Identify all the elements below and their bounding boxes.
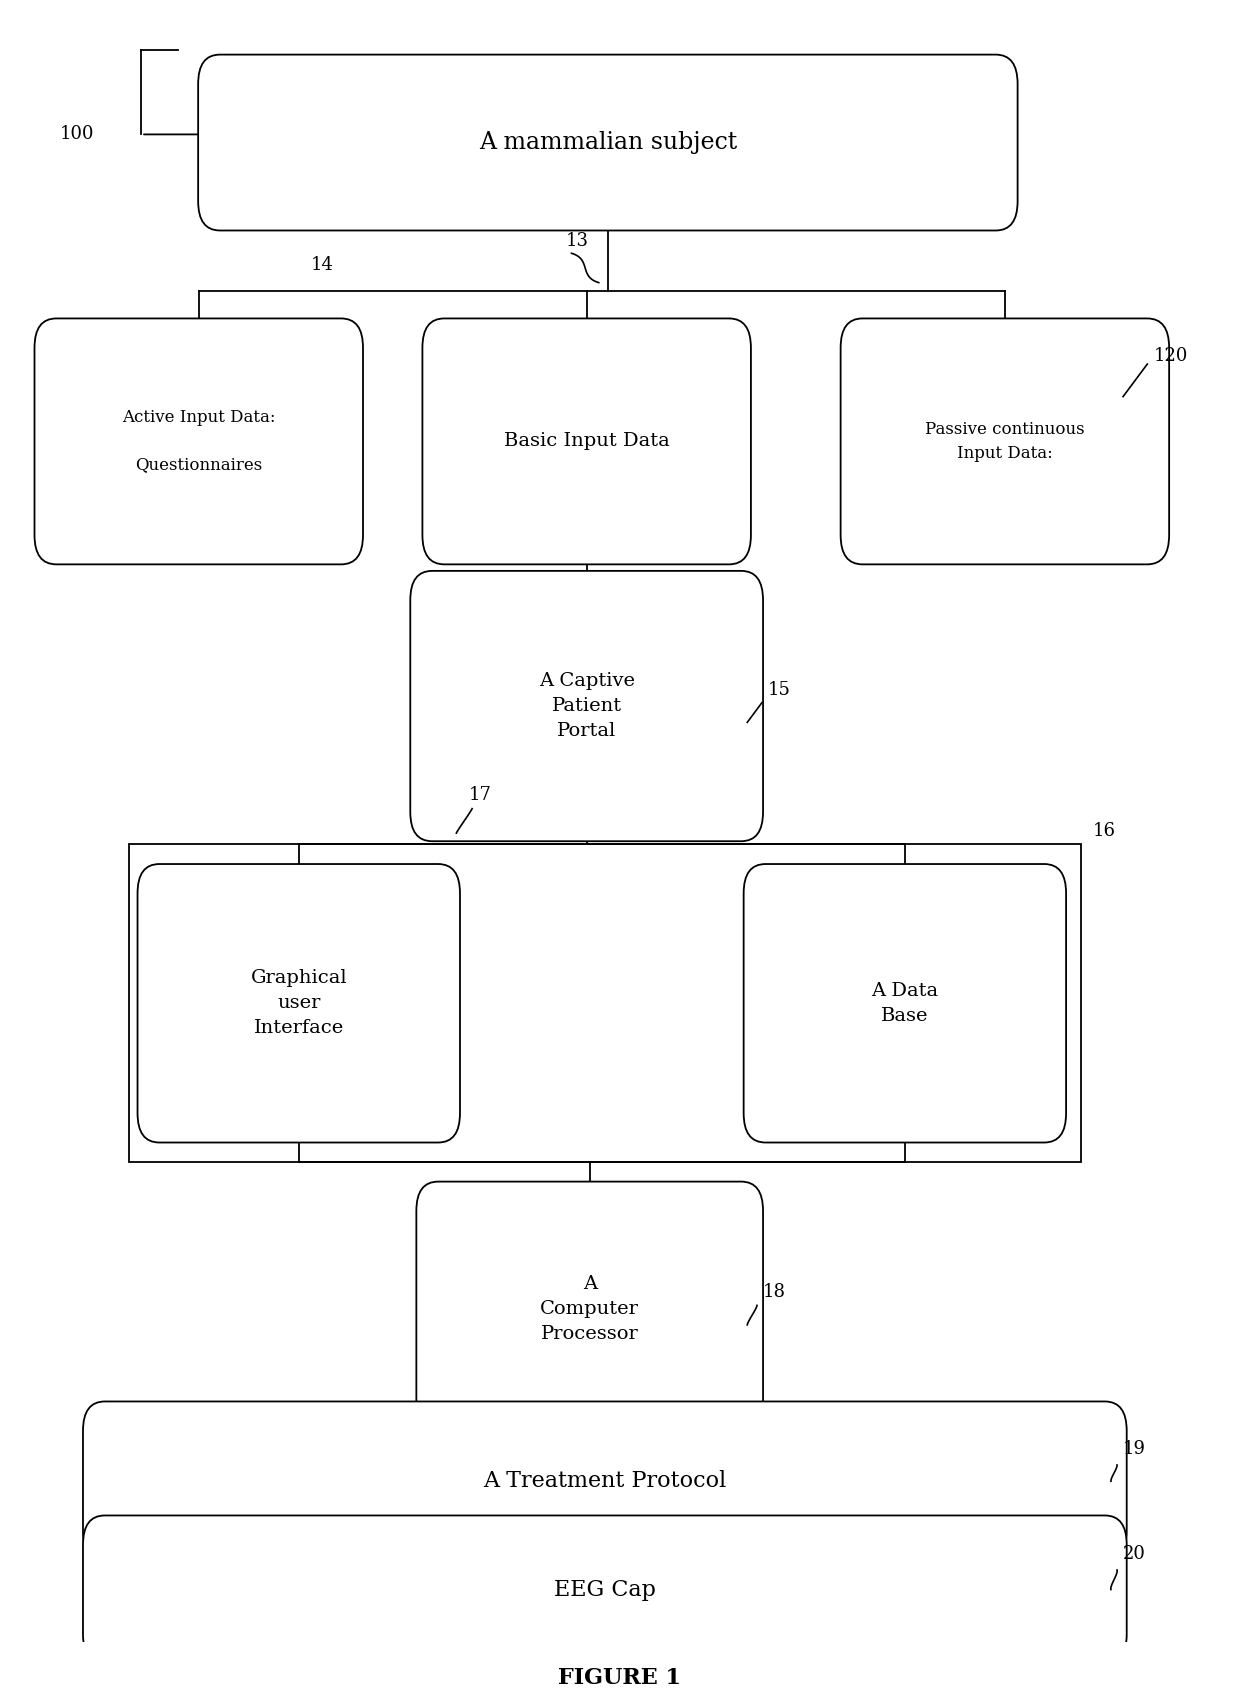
Text: A Captive
Patient
Portal: A Captive Patient Portal [538, 672, 635, 740]
Text: 15: 15 [768, 681, 791, 700]
Text: 18: 18 [763, 1284, 786, 1301]
FancyBboxPatch shape [410, 571, 763, 841]
FancyBboxPatch shape [744, 864, 1066, 1143]
Text: A Data
Base: A Data Base [872, 981, 939, 1026]
FancyBboxPatch shape [35, 319, 363, 564]
FancyBboxPatch shape [83, 1516, 1127, 1664]
FancyBboxPatch shape [423, 319, 751, 564]
Text: 19: 19 [1123, 1440, 1146, 1457]
Text: Passive continuous
Input Data:: Passive continuous Input Data: [925, 421, 1085, 462]
Text: EEG Cap: EEG Cap [554, 1579, 656, 1601]
Text: A mammalian subject: A mammalian subject [479, 131, 737, 155]
Text: 13: 13 [565, 233, 589, 250]
Text: 16: 16 [1092, 822, 1116, 841]
FancyBboxPatch shape [198, 54, 1018, 231]
FancyBboxPatch shape [417, 1182, 763, 1437]
FancyBboxPatch shape [83, 1401, 1127, 1560]
Text: Active Input Data:

Questionnaires: Active Input Data: Questionnaires [122, 409, 275, 474]
Text: FIGURE 1: FIGURE 1 [558, 1667, 682, 1690]
Text: 20: 20 [1123, 1545, 1146, 1562]
Text: 120: 120 [1153, 346, 1188, 365]
Bar [129, 844, 1080, 1161]
Text: Basic Input Data: Basic Input Data [503, 433, 670, 450]
Text: 100: 100 [60, 126, 94, 143]
Text: Graphical
user
Interface: Graphical user Interface [250, 970, 347, 1037]
FancyBboxPatch shape [138, 864, 460, 1143]
Text: 17: 17 [469, 786, 491, 803]
Text: 14: 14 [311, 256, 334, 275]
FancyBboxPatch shape [841, 319, 1169, 564]
Text: A
Computer
Processor: A Computer Processor [541, 1275, 639, 1343]
Text: A Treatment Protocol: A Treatment Protocol [484, 1470, 727, 1493]
